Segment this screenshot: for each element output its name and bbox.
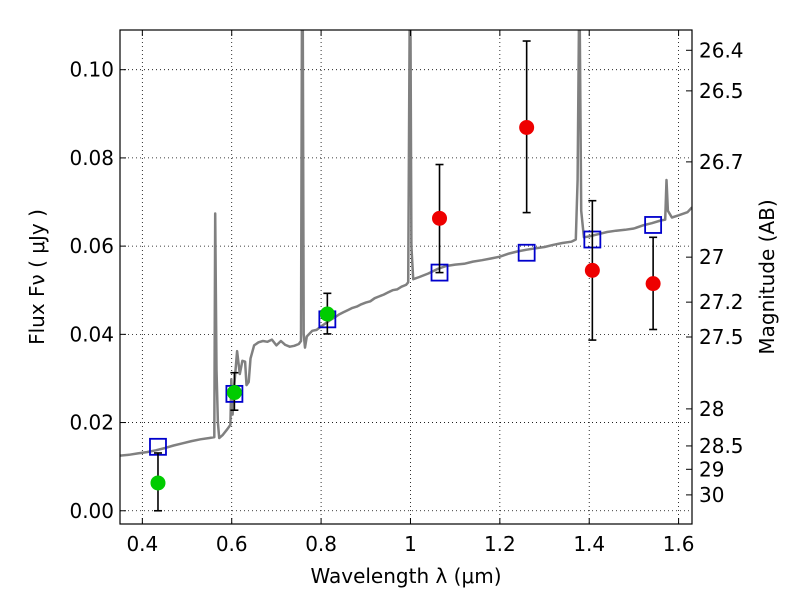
y-tick-label: 0.04 xyxy=(69,322,114,346)
x-tick-label: 1 xyxy=(404,532,417,556)
data-point xyxy=(519,119,535,135)
y2-tick-label: 28 xyxy=(699,397,724,421)
y2-tick-label: 30 xyxy=(699,483,724,507)
data-point xyxy=(150,475,166,491)
y2-tick-label: 27 xyxy=(699,245,724,269)
model-square-marker xyxy=(517,243,536,262)
axis-ticks: 0.4 0.6 0.8 1 1.2 1.4 1.6 0.00 0.02 0.04 0.06 0.08 0… xyxy=(69,30,744,556)
x-tick-label: 1.2 xyxy=(484,532,516,556)
y-axis-title: Flux Fν ( μJy ) xyxy=(25,209,49,345)
y2-tick-label: 27.2 xyxy=(699,290,744,314)
plot-frame xyxy=(119,29,693,525)
data-point xyxy=(645,276,661,292)
data-point xyxy=(584,262,600,278)
y2-tick-label: 27.5 xyxy=(699,325,744,349)
data-point xyxy=(226,385,242,401)
y-tick-label: 0.02 xyxy=(69,411,114,435)
model-square-marker xyxy=(644,216,663,234)
y-tick-label: 0.00 xyxy=(69,499,114,523)
y2-tick-label: 26.7 xyxy=(699,150,744,174)
data-point xyxy=(432,210,448,226)
y2-tick-label: 26.4 xyxy=(699,38,744,62)
x-tick-label: 0.8 xyxy=(305,532,337,556)
y2-tick-label: 28.5 xyxy=(699,434,744,458)
y2-tick-label: 26.5 xyxy=(699,79,744,103)
x-tick-label: 0.6 xyxy=(216,532,248,556)
x-tick-label: 1.4 xyxy=(573,532,605,556)
grid xyxy=(120,30,692,524)
y-tick-label: 0.06 xyxy=(69,234,114,258)
y-tick-label: 0.08 xyxy=(69,146,114,170)
y-tick-label: 0.10 xyxy=(69,58,114,82)
y2-axis-title: Magnitude (AB) xyxy=(755,199,779,354)
x-tick-label: 1.6 xyxy=(663,532,695,556)
data-point xyxy=(319,306,335,322)
plot-markers xyxy=(149,40,663,512)
x-axis-title: Wavelength λ (μm) xyxy=(310,564,501,588)
y2-tick-label: 29 xyxy=(699,457,724,481)
x-tick-label: 0.4 xyxy=(126,532,158,556)
